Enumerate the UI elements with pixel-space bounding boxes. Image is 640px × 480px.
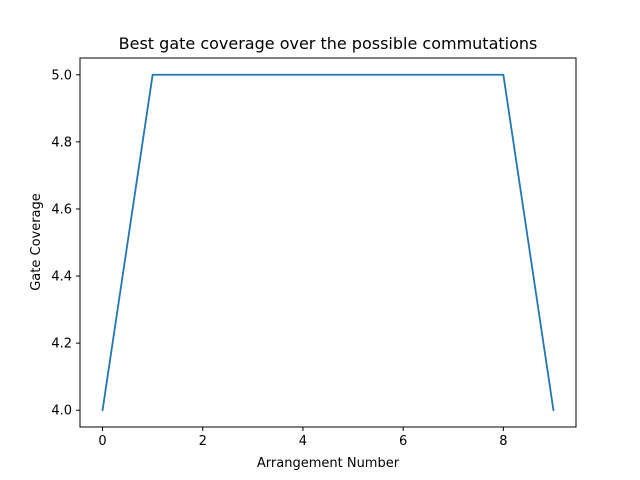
x-tick-label: 8 <box>499 434 507 449</box>
chart-title: Best gate coverage over the possible com… <box>119 34 538 53</box>
data-point <box>452 73 455 76</box>
series-line <box>101 73 555 411</box>
data-point <box>251 73 254 76</box>
data-point <box>201 73 204 76</box>
x-tick-label: 0 <box>98 434 106 449</box>
ticks-layer: 0 2 4 6 8 4.0 4.2 4.4 4.6 4.8 5.0 <box>51 68 507 449</box>
y-tick-label: 4.4 <box>51 270 72 285</box>
x-tick-label: 6 <box>399 434 407 449</box>
data-point <box>352 73 354 76</box>
data-point <box>402 73 405 76</box>
data-point <box>552 409 555 412</box>
data-point <box>101 409 104 412</box>
x-tick-label: 4 <box>299 434 307 449</box>
data-point <box>302 73 304 76</box>
x-tick-label: 2 <box>199 434 207 449</box>
data-point <box>502 73 505 76</box>
y-axis-label: Gate Coverage <box>29 193 44 291</box>
y-tick-label: 4.0 <box>51 404 72 419</box>
y-tick-label: 4.8 <box>51 135 72 150</box>
y-tick-label: 5.0 <box>51 68 72 83</box>
series-layer <box>101 73 555 412</box>
y-tick-label: 4.6 <box>51 202 72 217</box>
plot-background <box>80 58 576 427</box>
x-axis-label: Arrangement Number <box>257 456 400 471</box>
y-tick-label: 4.2 <box>51 337 72 352</box>
data-point <box>151 73 154 76</box>
plot-frame <box>79 57 577 428</box>
